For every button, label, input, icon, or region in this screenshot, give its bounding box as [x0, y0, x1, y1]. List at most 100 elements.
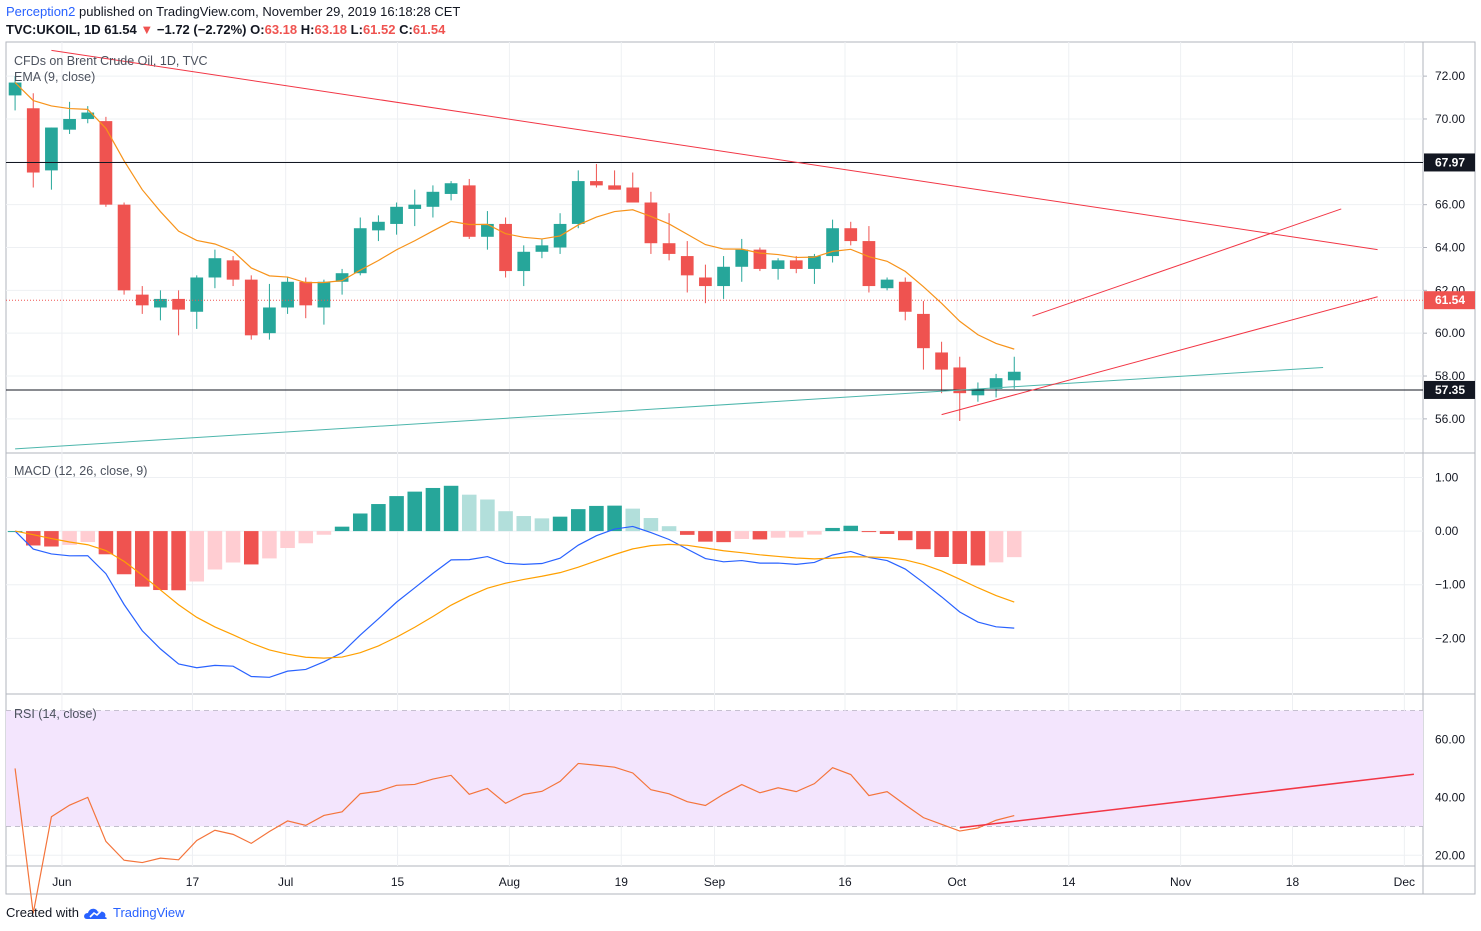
symbol-line: TVC:UKOIL, 1D 61.54 ▼ −1.72 (−2.72%) O:6… [6, 22, 445, 37]
time-tick-label: Nov [1170, 875, 1191, 889]
candle-body [462, 185, 476, 237]
time-tick-label: 14 [1062, 875, 1076, 889]
down-arrow-icon: ▼ [140, 22, 154, 37]
time-tick-label: Oct [948, 875, 967, 889]
publisher-name[interactable]: Perception2 [6, 4, 76, 19]
macd-histogram-bar [225, 531, 241, 563]
macd-histogram-bar [625, 508, 641, 532]
macd-histogram-bar [552, 516, 568, 532]
candle-body [26, 108, 40, 173]
main-pane-title: CFDs on Brent Crude Oil, 1D, TVC [14, 54, 208, 68]
time-scale: Jun 17 Jul 15 Aug 19 Sep 16 Oct 14 Nov 18 Dec [52, 875, 1415, 889]
time-tick-label: Jun [52, 875, 71, 889]
candle-body [535, 245, 549, 252]
candle-body [880, 279, 894, 289]
candle-body [753, 249, 767, 269]
macd-histogram-bar [498, 511, 513, 532]
close-label: C: [399, 22, 413, 37]
signal-line [14, 530, 1015, 659]
macd-histogram-bar [153, 531, 168, 591]
rsi-tick-label: 20.00 [1435, 848, 1465, 862]
macd-histogram-bar [843, 525, 859, 532]
macd-histogram-bar [134, 531, 150, 587]
open-label: O: [250, 22, 265, 37]
macd-histogram-bar [316, 531, 332, 535]
macd-histogram-bar [443, 485, 459, 532]
candle-body [45, 127, 58, 171]
tradingview-link[interactable]: TradingView [112, 905, 185, 920]
chart-frame [5, 41, 1476, 895]
candle-body [644, 202, 658, 244]
candle-body [353, 228, 367, 274]
macd-histogram-bar [352, 513, 368, 532]
candle-body [208, 258, 222, 278]
macd-histogram-bar [916, 531, 931, 550]
candle-body [917, 313, 930, 349]
rsi-pane-title: RSI (14, close) [14, 707, 97, 721]
macd-histogram-bar [189, 531, 205, 582]
macd-histogram-bar [643, 518, 659, 532]
macd-pane [7, 485, 1022, 678]
candle-body [408, 204, 422, 209]
level-price-label: 57.35 [1435, 383, 1465, 397]
macd-histogram-bar [171, 531, 186, 591]
candle-body [244, 279, 258, 336]
close-value: 61.54 [412, 22, 446, 37]
macd-tick-label: −1.00 [1435, 578, 1466, 592]
candle-body [789, 260, 803, 269]
macd-histogram-bar [734, 531, 750, 539]
candle-body [608, 185, 621, 190]
macd-tick-label: −2.00 [1435, 631, 1466, 645]
candle-body [826, 228, 839, 257]
candle-body [481, 223, 494, 237]
candle-body [1007, 371, 1021, 381]
ema-legend: EMA (9, close) [14, 70, 95, 84]
rsi-tick-label: 60.00 [1435, 732, 1465, 746]
time-tick-label: 15 [391, 875, 405, 889]
macd-histogram-bar [1006, 531, 1022, 558]
price-scale: 56.0058.0060.0062.0064.0066.0068.0070.00… [1423, 69, 1475, 862]
price-tick-label: 60.00 [1435, 326, 1465, 340]
candle-body [426, 191, 440, 207]
channel-upper-line [1032, 208, 1342, 317]
candle-body [499, 223, 512, 272]
price-change: −1.72 (−2.72%) [156, 22, 247, 37]
candle-body [317, 281, 331, 308]
candle-body [626, 187, 640, 203]
support-trendline [15, 366, 1324, 450]
price-tick-label: 64.00 [1435, 241, 1465, 255]
candle-body [190, 277, 204, 312]
candle-body [372, 221, 385, 231]
overlays [6, 49, 1423, 450]
candle-body [299, 281, 313, 306]
rsi-line [14, 762, 1015, 914]
resistance-trendline [51, 49, 1378, 251]
candle-body [898, 281, 912, 312]
macd-histogram-bar [98, 531, 114, 555]
macd-histogram-bar [243, 531, 259, 565]
candle-body [808, 256, 821, 269]
macd-histogram-bar [207, 531, 223, 570]
candle-body [117, 204, 131, 291]
candle-body [771, 260, 785, 269]
macd-histogram-bar [752, 531, 768, 540]
candle-body [571, 181, 585, 224]
time-tick-label: 18 [1286, 875, 1300, 889]
macd-histogram-bar [807, 531, 822, 535]
macd-histogram-bar [934, 531, 949, 558]
candle-body [699, 277, 712, 287]
macd-tick-label: 0.00 [1435, 524, 1459, 538]
price-tick-label: 58.00 [1435, 369, 1465, 383]
macd-histogram-bar [116, 531, 132, 575]
candle-body [662, 243, 676, 254]
publish-line: Perception2 published on TradingView.com… [6, 4, 460, 19]
macd-histogram-bar [679, 531, 695, 535]
macd-histogram-bar [970, 531, 986, 566]
macd-histogram-bar [534, 518, 550, 532]
macd-histogram-bar [770, 531, 786, 538]
candle-body [680, 256, 694, 276]
macd-histogram-bar [425, 487, 441, 532]
candle-body [517, 251, 531, 272]
price-tick-label: 56.00 [1435, 412, 1465, 426]
